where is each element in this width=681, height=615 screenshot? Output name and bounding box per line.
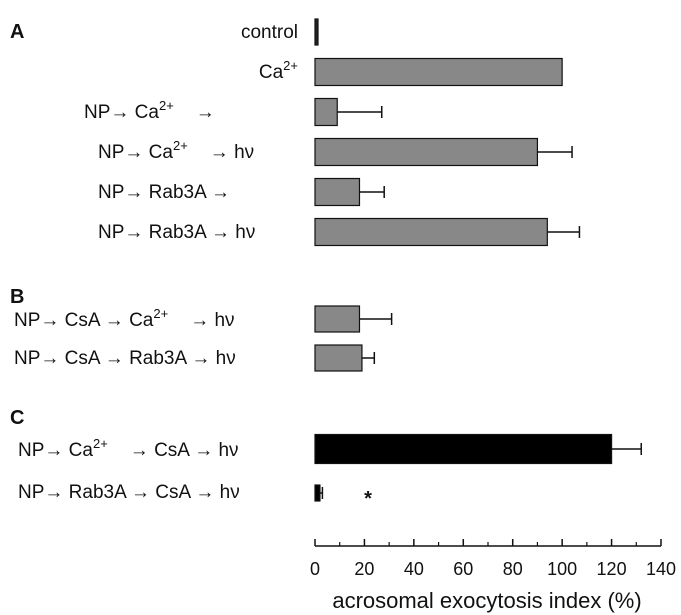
panel-label-a: A xyxy=(10,21,24,43)
error-bar-np-ca2 xyxy=(337,106,383,118)
panel-label-b: B xyxy=(10,286,24,308)
x-tick-label-40: 40 xyxy=(404,559,424,579)
bar-np-rab3a xyxy=(314,177,361,207)
bar-np-ca2-csa-h xyxy=(314,433,613,465)
error-bar-np-ca2-h xyxy=(537,146,573,158)
bar-label-np-ca-csa-hv: NP→ Ca2+ → CsA → hν xyxy=(18,436,239,461)
x-axis: 0 20 40 60 80 100 120 140 xyxy=(310,539,676,579)
bar-np-ca2 xyxy=(314,97,338,127)
bar-label-ca: Ca2+ xyxy=(259,58,298,83)
error-bar-np-csa-rab3a-h xyxy=(361,352,376,364)
bar-label-np-rab3a-hv: NP→ Rab3A → hν xyxy=(98,222,255,243)
error-bar-np-ca2-csa-h xyxy=(611,443,642,455)
x-tick-label-100: 100 xyxy=(547,559,577,579)
bar-label-np-rab3a-csa-hv: NP→ Rab3A → CsA → hν xyxy=(18,482,240,503)
error-bar-np-rab3a-h xyxy=(547,226,581,238)
bar-label-np-ca: NP→ Ca2+ → xyxy=(84,98,215,123)
error-bar-np-rab3a xyxy=(359,186,385,198)
bar-control xyxy=(314,18,319,46)
x-tick-label-140: 140 xyxy=(646,559,676,579)
x-tick-label-60: 60 xyxy=(453,559,473,579)
significance-marker: * xyxy=(364,488,372,510)
bar-label-control: control xyxy=(241,22,298,43)
bar-np-ca2-h xyxy=(314,137,539,167)
bars-layer: * xyxy=(314,18,642,510)
x-axis-label: acrosomal exocytosis index (%) xyxy=(332,588,641,613)
bar-np-csa-rab3a-h xyxy=(314,344,363,372)
bar-np-rab3a-h xyxy=(314,217,548,247)
x-tick-label-80: 80 xyxy=(503,559,523,579)
bar-ca2 xyxy=(314,57,563,87)
bar-np-rab3a-csa-h xyxy=(314,484,321,502)
error-bar-np-rab3a-csa-h xyxy=(319,487,324,499)
x-tick-label-20: 20 xyxy=(354,559,374,579)
bar-label-np-csa-rab3a-hv: NP→ CsA → Rab3A → hν xyxy=(14,348,236,369)
bar-np-csa-ca2-h xyxy=(314,305,361,333)
bar-label-np-ca-hv: NP→ Ca2+ → hν xyxy=(98,138,254,163)
x-tick-label-120: 120 xyxy=(597,559,627,579)
error-bar-np-csa-ca2-h xyxy=(359,313,393,325)
panel-label-c: C xyxy=(10,407,24,429)
x-tick-label-0: 0 xyxy=(310,559,320,579)
bar-label-np-csa-ca-hv: NP→ CsA → Ca2+ → hν xyxy=(14,306,235,331)
bar-label-np-rab3a: NP→ Rab3A → xyxy=(98,182,230,203)
